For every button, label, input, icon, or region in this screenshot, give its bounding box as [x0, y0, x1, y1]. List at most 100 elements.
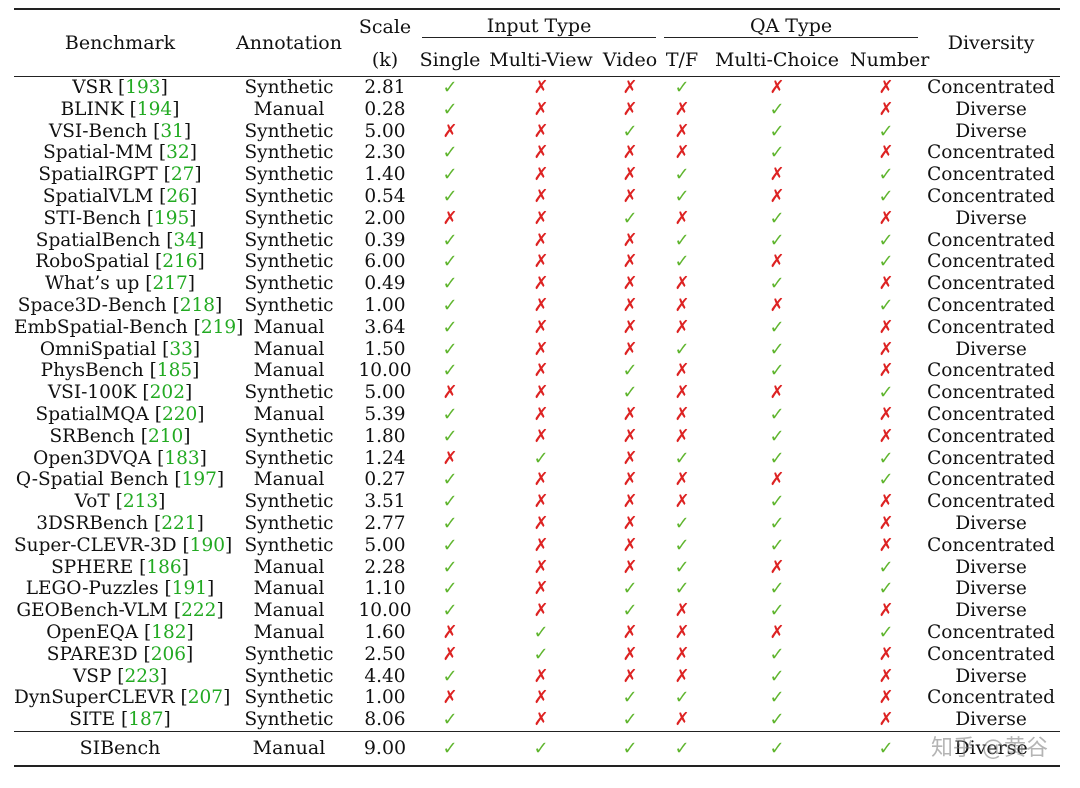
benchmark-name-cell: SPHERE [186] — [51, 556, 189, 578]
benchmark-name: STI-Bench — [43, 207, 141, 229]
cross-icon: ✗ — [878, 425, 894, 447]
citation-link[interactable]: 206 — [150, 643, 187, 665]
multi-choice-cell: ✗ — [704, 295, 850, 317]
cross-icon: ✗ — [769, 382, 785, 404]
citation-link[interactable]: 33 — [169, 338, 193, 360]
cross-icon: ✗ — [622, 469, 638, 491]
header-row-2: (k) Single Multi-View Video T/F Multi-Ch… — [14, 43, 1060, 77]
cross-icon: ✗ — [878, 600, 894, 622]
single-cell: ✓ — [418, 142, 482, 164]
benchmark-name: Super-CLEVR-3D — [14, 534, 177, 556]
table-row: PhysBench [185] Manual 10.00 ✓ ✗ ✓ ✗ ✓ ✗ Concentr… — [14, 360, 1060, 382]
citation-link[interactable]: 26 — [166, 185, 190, 207]
cross-icon: ✗ — [533, 687, 549, 709]
video-cell: ✗ — [600, 99, 660, 121]
citation-link[interactable]: 190 — [189, 534, 225, 556]
benchmark-name: BLINK — [60, 98, 124, 120]
citation-link[interactable]: 182 — [151, 621, 187, 643]
check-icon: ✓ — [442, 164, 458, 186]
multi-choice-cell: ✓ — [704, 535, 850, 557]
scale-cell: 4.40 — [364, 665, 406, 687]
sibench-multi-view: ✓ — [482, 731, 600, 766]
col-multi-choice-header: Multi-Choice — [714, 48, 840, 71]
cross-icon: ✗ — [533, 600, 549, 622]
citation-link[interactable]: 186 — [146, 556, 182, 578]
number-cell: ✗ — [850, 99, 922, 121]
table-row: Open3DVQA [183] Synthetic 1.24 ✗ ✓ ✗ ✓ ✓ ✓ Concen… — [14, 448, 1060, 470]
diversity-cell: Concentrated — [927, 360, 1056, 382]
single-cell: ✓ — [418, 426, 482, 448]
tf-cell: ✓ — [660, 557, 704, 579]
tf-cell: ✗ — [660, 600, 704, 622]
citation-link[interactable]: 220 — [161, 403, 198, 425]
cross-icon: ✗ — [674, 294, 690, 316]
citation-link[interactable]: 197 — [181, 469, 217, 491]
citation-link[interactable]: 183 — [164, 447, 200, 469]
tf-cell: ✗ — [660, 121, 704, 143]
multi-choice-cell: ✓ — [704, 273, 850, 295]
citation-link[interactable]: 202 — [149, 382, 185, 404]
video-cell: ✗ — [600, 622, 660, 644]
citation-link[interactable]: 194 — [136, 98, 173, 120]
citation-link[interactable]: 210 — [147, 425, 184, 447]
single-cell: ✗ — [418, 448, 482, 470]
single-cell: ✓ — [418, 578, 482, 600]
check-icon: ✓ — [878, 621, 894, 643]
cross-icon: ✗ — [878, 98, 894, 120]
citation-link[interactable]: 222 — [181, 600, 217, 622]
number-cell: ✗ — [850, 513, 922, 535]
citation-link[interactable]: 207 — [187, 687, 224, 709]
cross-icon: ✗ — [769, 77, 785, 98]
cross-icon: ✗ — [533, 120, 549, 142]
check-icon: ✓ — [674, 185, 690, 207]
video-cell: ✓ — [600, 709, 660, 731]
annotation-cell: Synthetic — [244, 687, 334, 709]
citation-link[interactable]: 213 — [122, 491, 159, 513]
citation-link[interactable]: 195 — [153, 207, 190, 229]
check-icon: ✓ — [674, 251, 690, 273]
citation-link[interactable]: 191 — [171, 578, 208, 600]
table-row: SpatialMQA [220] Manual 5.39 ✓ ✗ ✗ ✗ ✓ ✗ Concentr… — [14, 404, 1060, 426]
check-icon: ✓ — [442, 534, 458, 556]
citation-link[interactable]: 27 — [170, 164, 195, 186]
citation-link[interactable]: 221 — [161, 512, 197, 534]
citation-link[interactable]: 219 — [200, 316, 237, 338]
scale-cell: 2.30 — [364, 142, 406, 164]
check-icon: ✓ — [769, 447, 785, 469]
citation-link[interactable]: 34 — [173, 229, 197, 251]
multi-choice-cell: ✗ — [704, 251, 850, 273]
single-cell: ✓ — [418, 77, 482, 99]
multi-choice-cell: ✗ — [704, 77, 850, 99]
check-icon: ✓ — [622, 360, 638, 382]
citation-link[interactable]: 223 — [124, 665, 160, 687]
citation-link[interactable]: 217 — [152, 273, 188, 295]
citation-link[interactable]: 193 — [125, 77, 161, 98]
multi-view-cell: ✗ — [482, 230, 600, 252]
cross-icon: ✗ — [769, 621, 785, 643]
citation-link[interactable]: 185 — [156, 360, 193, 382]
benchmark-name-cell: SpatialMQA [220] — [35, 403, 205, 425]
scale-cell: 0.54 — [364, 185, 406, 207]
benchmark-name: Spatial-MM — [43, 142, 154, 164]
citation-link[interactable]: 216 — [162, 251, 198, 273]
citation-link[interactable]: 31 — [160, 120, 184, 142]
check-icon: ✓ — [442, 316, 458, 338]
citation-link[interactable]: 187 — [128, 709, 164, 731]
single-cell: ✓ — [418, 491, 482, 513]
check-icon: ✓ — [442, 142, 458, 164]
single-cell: ✓ — [418, 557, 482, 579]
cross-icon: ✗ — [674, 643, 690, 665]
single-cell: ✓ — [418, 513, 482, 535]
benchmark-name-cell: SRBench [210] — [49, 425, 191, 447]
diversity-cell: Diverse — [955, 709, 1027, 731]
citation-link[interactable]: 32 — [166, 142, 190, 164]
number-cell: ✓ — [850, 230, 922, 252]
multi-choice-cell: ✓ — [704, 404, 850, 426]
single-cell: ✓ — [418, 469, 482, 491]
table-row: LEGO-Puzzles [191] Manual 1.10 ✓ ✗ ✓ ✓ ✓ ✓ Divers… — [14, 578, 1060, 600]
check-icon: ✓ — [769, 120, 785, 142]
check-icon: ✓ — [878, 469, 894, 491]
video-cell: ✗ — [600, 666, 660, 688]
citation-link[interactable]: 218 — [179, 294, 215, 316]
cross-icon: ✗ — [533, 512, 549, 534]
